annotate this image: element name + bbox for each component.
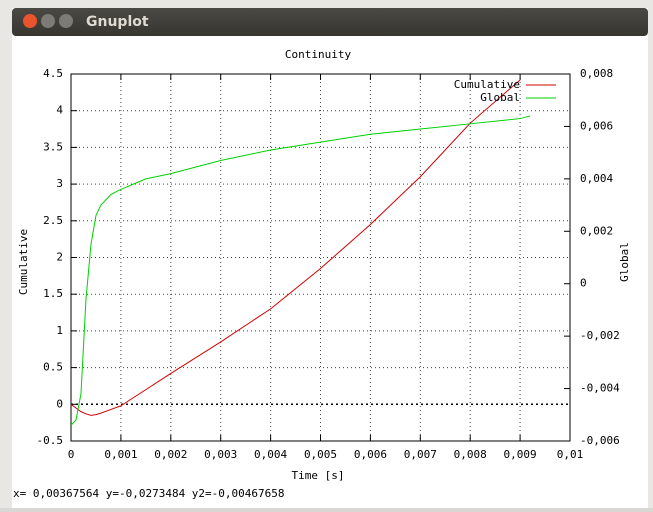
x-tick-label: 0,002 — [154, 448, 187, 461]
y-tick-label: 3 — [56, 177, 63, 190]
x-tick-label: 0,006 — [354, 448, 387, 461]
y-axis-label: Cumulative — [17, 229, 30, 295]
x-axis-label: Time [s] — [292, 469, 345, 482]
x-tick-label: 0,009 — [504, 448, 537, 461]
y2-tick-label: 0 — [580, 277, 587, 290]
status-bar: x= 0,00367564 y=-0,0273484 y2=-0,0046765… — [13, 487, 285, 500]
y2-axis-label: Global — [618, 242, 631, 282]
y2-tick-label: 0,008 — [580, 67, 613, 80]
x-tick-label: 0,004 — [254, 448, 287, 461]
y-tick-label: -0.5 — [37, 434, 64, 447]
window-title: Gnuplot — [86, 14, 149, 30]
x-tick-label: 0,008 — [454, 448, 487, 461]
y2-tick-label: -0,006 — [580, 434, 620, 447]
legend-label: Global — [480, 91, 520, 104]
y2-tick-label: 0,006 — [580, 119, 613, 132]
y2-tick-label: 0,004 — [580, 172, 613, 185]
legend-label: Cumulative — [454, 78, 520, 91]
y-tick-label: 4 — [56, 104, 63, 117]
plot-frame — [70, 73, 571, 442]
y2-tick-label: 0,002 — [580, 224, 613, 237]
y-tick-label: 1.5 — [43, 287, 63, 300]
y-tick-label: 3.5 — [43, 140, 63, 153]
y2-tick-label: -0,004 — [580, 382, 620, 395]
series-line — [70, 115, 531, 426]
x-tick-label: 0 — [68, 448, 75, 461]
maximize-button[interactable] — [59, 14, 73, 28]
y2-tick-label: -0,002 — [580, 329, 620, 342]
close-button[interactable] — [23, 14, 37, 28]
minimize-button[interactable] — [41, 14, 55, 28]
x-tick-label: 0,01 — [557, 448, 584, 461]
y-tick-label: 1 — [56, 324, 63, 337]
y-tick-label: 2 — [56, 251, 63, 264]
x-tick-label: 0,005 — [304, 448, 337, 461]
x-tick-label: 0,003 — [204, 448, 237, 461]
title-bar — [12, 8, 648, 36]
y-tick-label: 4.5 — [43, 67, 63, 80]
series-line — [70, 79, 521, 416]
x-tick-label: 0,007 — [404, 448, 437, 461]
y-tick-label: 2.5 — [43, 214, 63, 227]
x-tick-label: 0,001 — [104, 448, 137, 461]
y-tick-label: 0 — [56, 397, 63, 410]
chart-title: Continuity — [285, 48, 352, 61]
window — [12, 8, 648, 508]
y-tick-label: 0.5 — [43, 361, 63, 374]
